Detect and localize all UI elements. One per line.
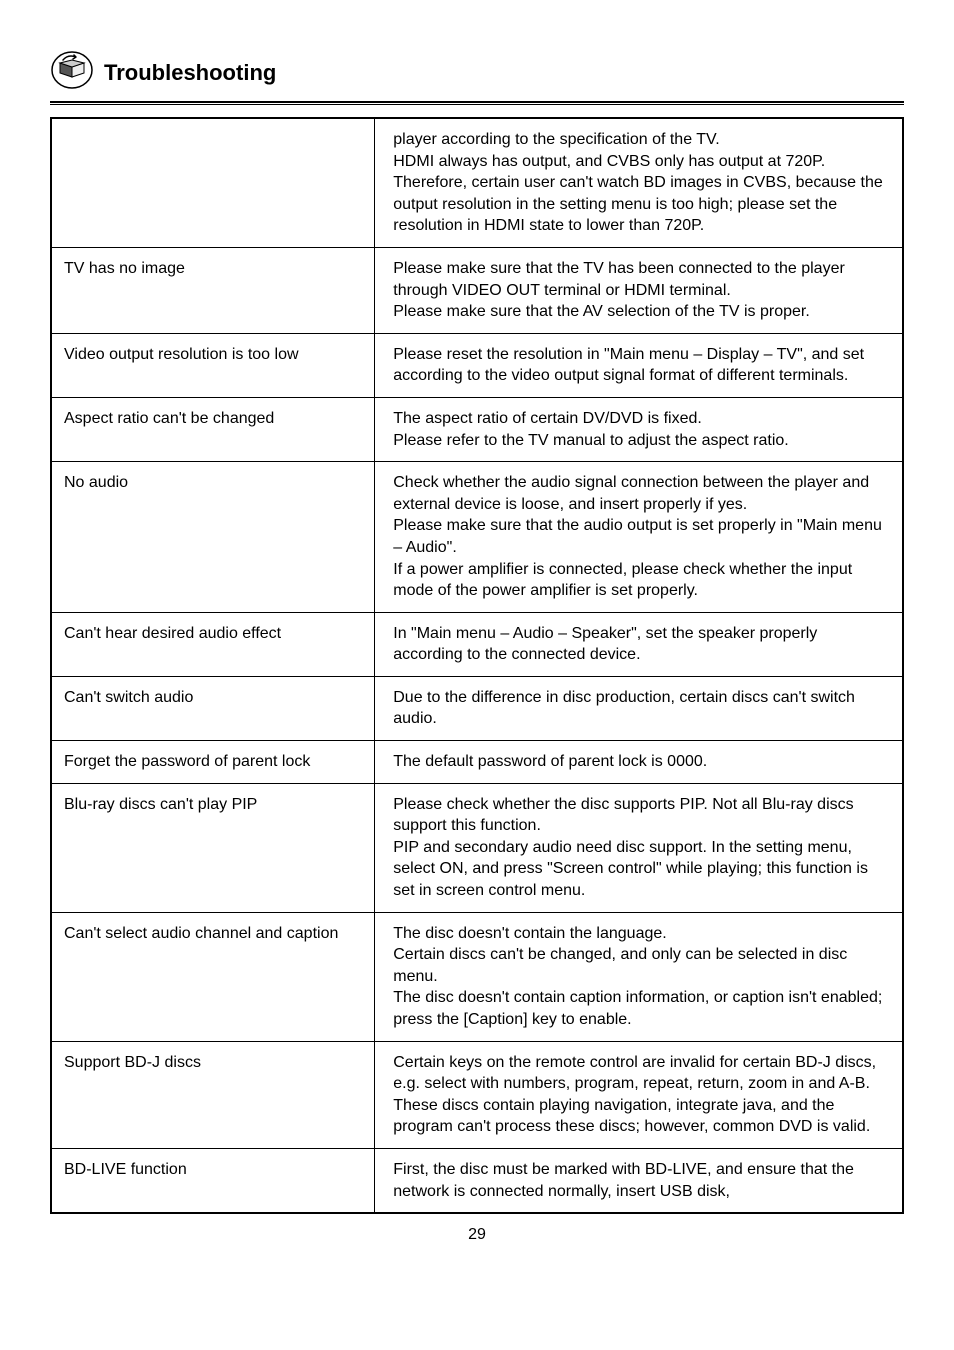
book-arrow-icon <box>50 50 94 95</box>
solution-cell: Due to the difference in disc production… <box>375 676 903 740</box>
problem-cell <box>51 118 375 247</box>
problem-cell: Video output resolution is too low <box>51 333 375 397</box>
problem-cell: Can't hear desired audio effect <box>51 612 375 676</box>
solution-cell: player according to the specification of… <box>375 118 903 247</box>
header-rule <box>50 101 904 105</box>
solution-cell: The disc doesn't contain the language. C… <box>375 912 903 1041</box>
problem-cell: BD-LIVE function <box>51 1148 375 1213</box>
solution-cell: Please check whether the disc supports P… <box>375 783 903 912</box>
solution-cell: The aspect ratio of certain DV/DVD is fi… <box>375 397 903 461</box>
solution-cell: The default password of parent lock is 0… <box>375 741 903 784</box>
section-title: Troubleshooting <box>104 60 276 86</box>
problem-cell: Blu-ray discs can't play PIP <box>51 783 375 912</box>
problem-cell: TV has no image <box>51 247 375 333</box>
table-row: BD-LIVE function First, the disc must be… <box>51 1148 903 1213</box>
problem-cell: Aspect ratio can't be changed <box>51 397 375 461</box>
table-row: Forget the password of parent lock The d… <box>51 741 903 784</box>
table-row: Can't hear desired audio effect In "Main… <box>51 612 903 676</box>
solution-cell: Please make sure that the TV has been co… <box>375 247 903 333</box>
problem-cell: Support BD-J discs <box>51 1041 375 1148</box>
table-row: No audio Check whether the audio signal … <box>51 462 903 613</box>
table-row: Blu-ray discs can't play PIP Please chec… <box>51 783 903 912</box>
table-row: TV has no image Please make sure that th… <box>51 247 903 333</box>
solution-cell: Please reset the resolution in "Main men… <box>375 333 903 397</box>
solution-cell: Certain keys on the remote control are i… <box>375 1041 903 1148</box>
problem-cell: Can't select audio channel and caption <box>51 912 375 1041</box>
table-row: Video output resolution is too low Pleas… <box>51 333 903 397</box>
section-header: Troubleshooting <box>50 50 904 95</box>
problem-cell: No audio <box>51 462 375 613</box>
table-row: Can't select audio channel and caption T… <box>51 912 903 1041</box>
table-row: Can't switch audio Due to the difference… <box>51 676 903 740</box>
page-number: 29 <box>50 1226 904 1244</box>
solution-cell: First, the disc must be marked with BD-L… <box>375 1148 903 1213</box>
problem-cell: Can't switch audio <box>51 676 375 740</box>
solution-cell: In "Main menu – Audio – Speaker", set th… <box>375 612 903 676</box>
table-row: Aspect ratio can't be changed The aspect… <box>51 397 903 461</box>
solution-cell: Check whether the audio signal connectio… <box>375 462 903 613</box>
troubleshooting-table: player according to the specification of… <box>50 117 904 1214</box>
problem-cell: Forget the password of parent lock <box>51 741 375 784</box>
table-row: player according to the specification of… <box>51 118 903 247</box>
table-row: Support BD-J discs Certain keys on the r… <box>51 1041 903 1148</box>
